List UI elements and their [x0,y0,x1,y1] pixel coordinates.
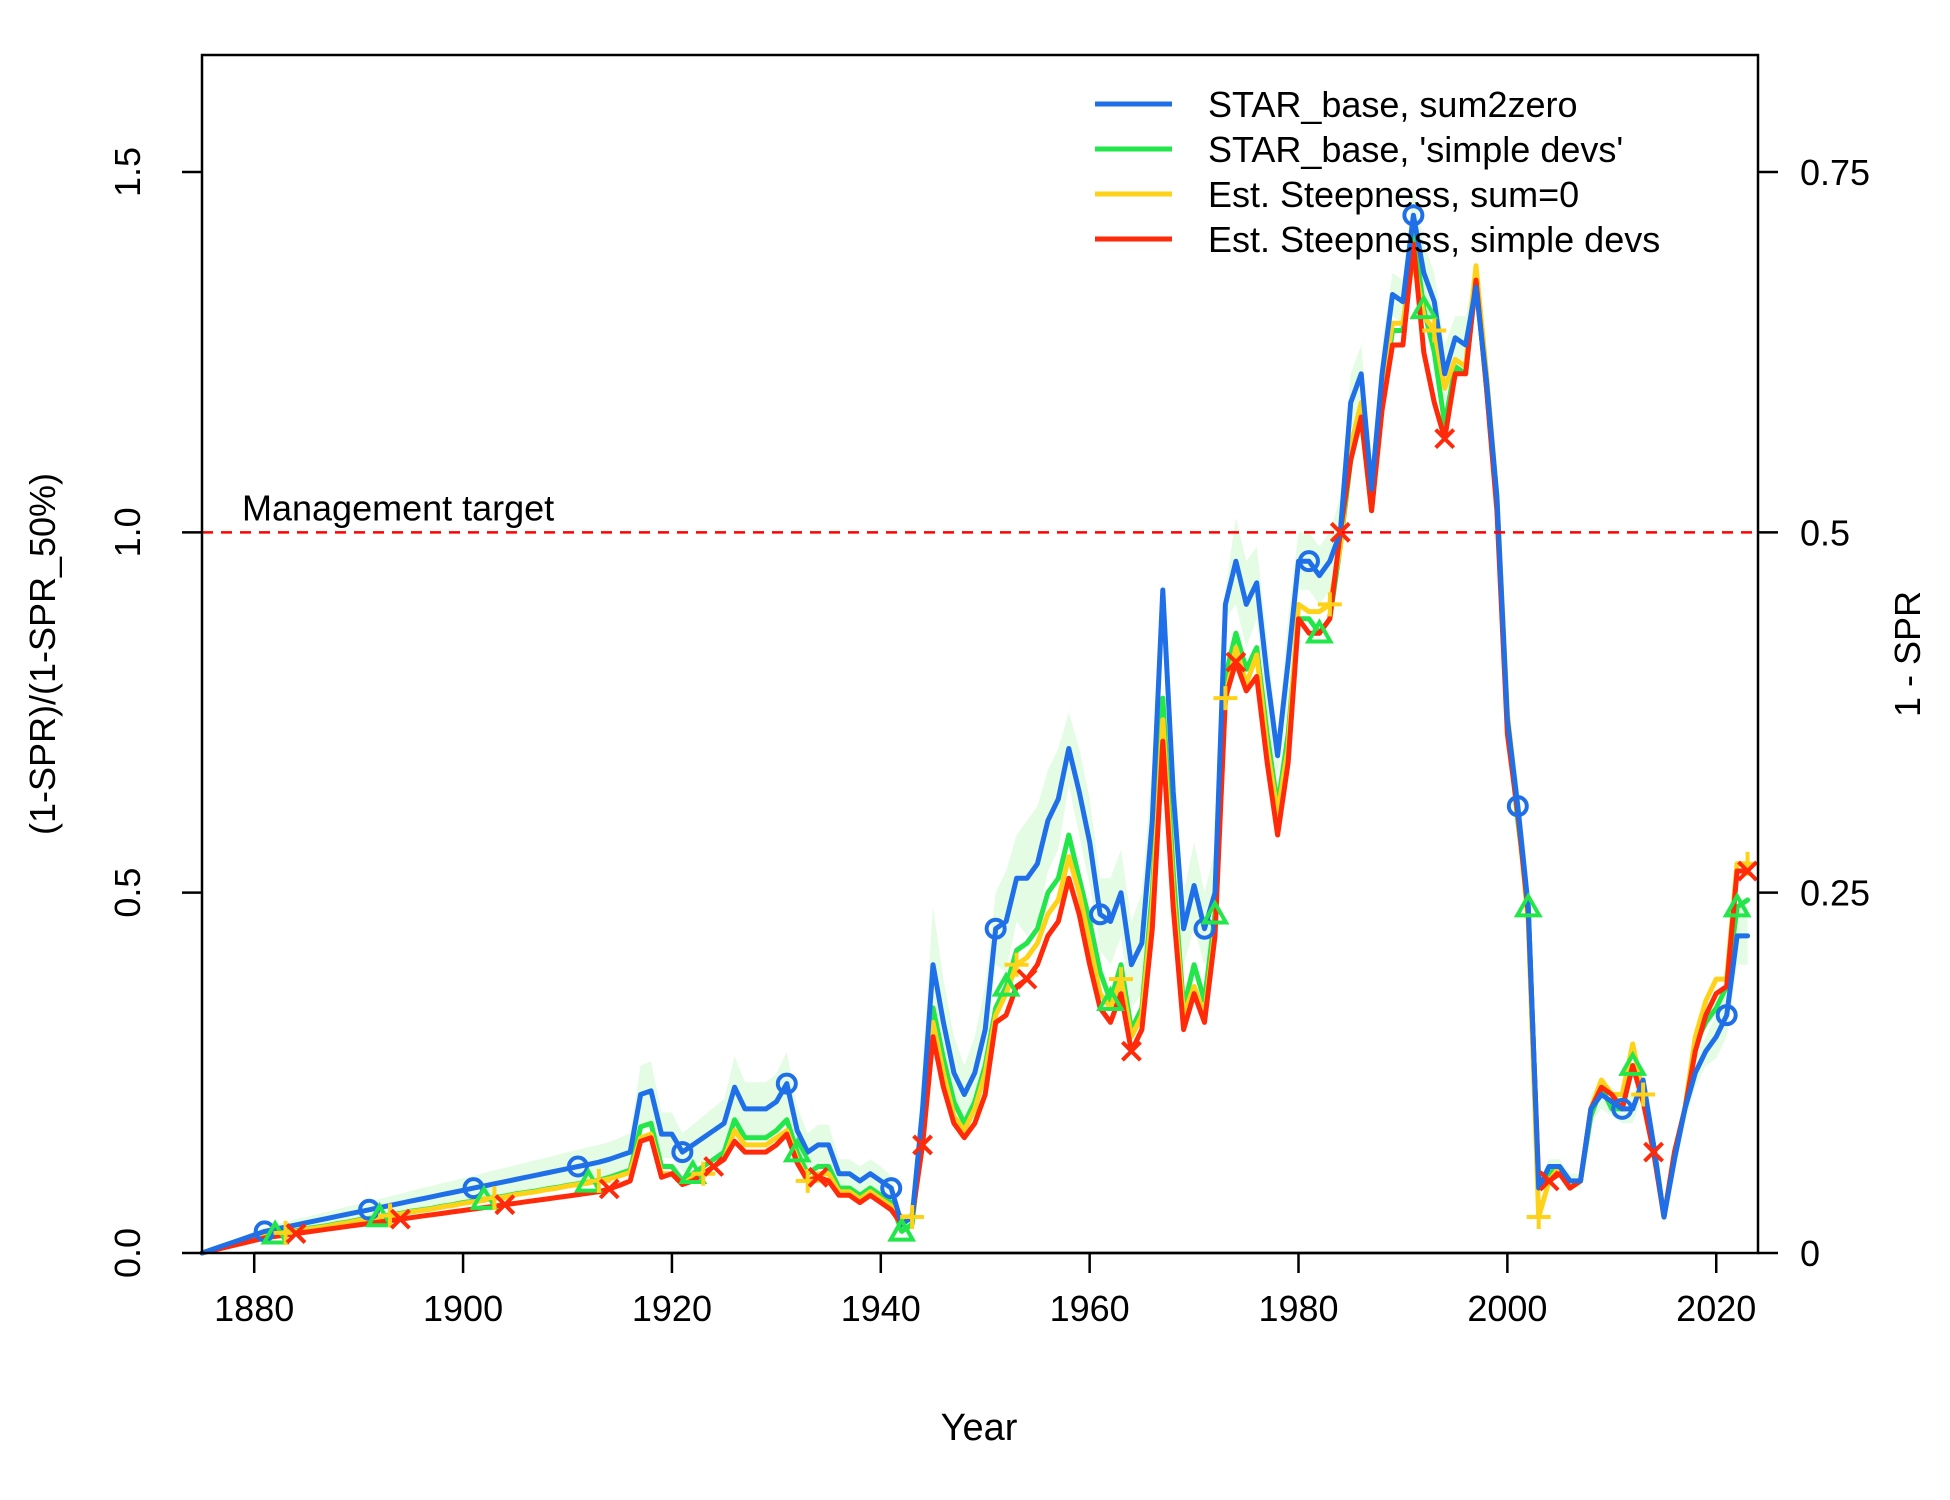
series-marker-circle [1611,1097,1634,1120]
series-marker-x [703,1156,725,1177]
series-marker-circle [1297,550,1320,573]
series-marker-plus [1631,1082,1656,1107]
series-marker-plus [1317,592,1342,617]
series-marker-plus [586,1168,611,1193]
x-tick-label: 1920 [632,1288,712,1329]
series-marker-circle [671,1141,694,1164]
series-line-1 [199,212,1751,1256]
confidence-band [202,186,1748,1253]
series-marker-x [1121,1040,1142,1062]
series-marker-circle [880,1177,903,1200]
confidence-band-layer [202,186,1748,1253]
series-marker-triangle [1409,293,1439,320]
x-axis-title: Year [941,1407,1018,1449]
series-marker-triangle [1513,892,1543,918]
series-marker-triangle [1618,1050,1648,1076]
marker-layer [253,204,1760,1245]
series-marker-triangle [1200,899,1230,925]
management-target-layer: Management target [202,487,1758,534]
series-marker-plus [1004,952,1029,977]
series-marker-circle [1089,903,1112,926]
x-tick-label: 2000 [1467,1288,1547,1329]
series-marker-triangle [1722,892,1752,918]
series-marker-triangle [1304,618,1334,644]
series-marker-plus [900,1204,925,1229]
series-marker-x [807,1166,829,1188]
series-marker-circle [566,1155,589,1178]
y2-tick-label: 0 [1800,1233,1820,1274]
series-marker-x [1016,968,1038,990]
series-marker-x [285,1223,307,1244]
series-marker-plus [1108,967,1133,992]
series-marker-circle [775,1072,798,1095]
series-line-3 [199,256,1751,1256]
series-marker-triangle [782,1137,812,1163]
management-target-label: Management target [242,487,554,528]
y2-tick-label: 0.25 [1800,873,1870,914]
legend-label: Est. Steepness, sum=0 [1208,174,1579,215]
y-axis-title: (1-SPR)/(1-SPR_50%) [22,473,63,835]
x-tick-label: 1980 [1258,1288,1338,1329]
series-marker-x [1538,1170,1560,1192]
series-marker-triangle [991,971,1021,997]
x-tick-label: 1960 [1050,1288,1130,1329]
axes-layer: 1880 1900 1920 1940 1960 1980 2000 2020 0.0 0.5 1.… [107,53,1870,1329]
series-marker-circle [1715,1004,1738,1027]
series-marker-circle [1506,795,1529,818]
series-marker-plus [482,1186,507,1211]
series-marker-x [1329,521,1351,543]
series-marker-x [598,1178,620,1200]
series-marker-plus [1422,318,1447,343]
legend-label: Est. Steepness, simple devs [1208,219,1660,260]
series-marker-triangle [1096,985,1125,1012]
y-tick-label: 1.5 [107,147,148,197]
y2-tick-label: 0.75 [1800,152,1870,193]
y-tick-label: 1.0 [107,507,148,557]
series-marker-plus [1526,1204,1551,1229]
series-marker-circle [984,917,1007,940]
x-tick-label: 2020 [1676,1288,1756,1329]
y-tick-label: 0.0 [107,1228,148,1278]
legend-label: STAR_base, sum2zero [1208,84,1578,125]
y2-axis-title: 1 - SPR [1887,591,1928,717]
series-marker-x [494,1194,516,1216]
series-marker-triangle [887,1216,917,1242]
x-tick-label: 1880 [214,1288,294,1329]
series-marker-plus [1213,686,1238,711]
legend-label: STAR_base, 'simple devs' [1208,129,1623,170]
series-layer [199,212,1751,1256]
series-marker-x [1434,428,1456,450]
x-tick-label: 1940 [841,1288,921,1329]
series-marker-x [390,1208,411,1230]
series-line-2 [199,227,1751,1256]
series-marker-x [1225,651,1247,673]
series-marker-circle [1402,204,1425,227]
x-tick-label: 1900 [423,1288,503,1329]
series-marker-x [912,1134,933,1156]
series-marker-x [1737,860,1758,882]
series-marker-x [1643,1141,1664,1163]
series-marker-plus [691,1161,716,1186]
y2-tick-label: 0.5 [1800,512,1850,553]
y-tick-label: 0.5 [107,868,148,918]
